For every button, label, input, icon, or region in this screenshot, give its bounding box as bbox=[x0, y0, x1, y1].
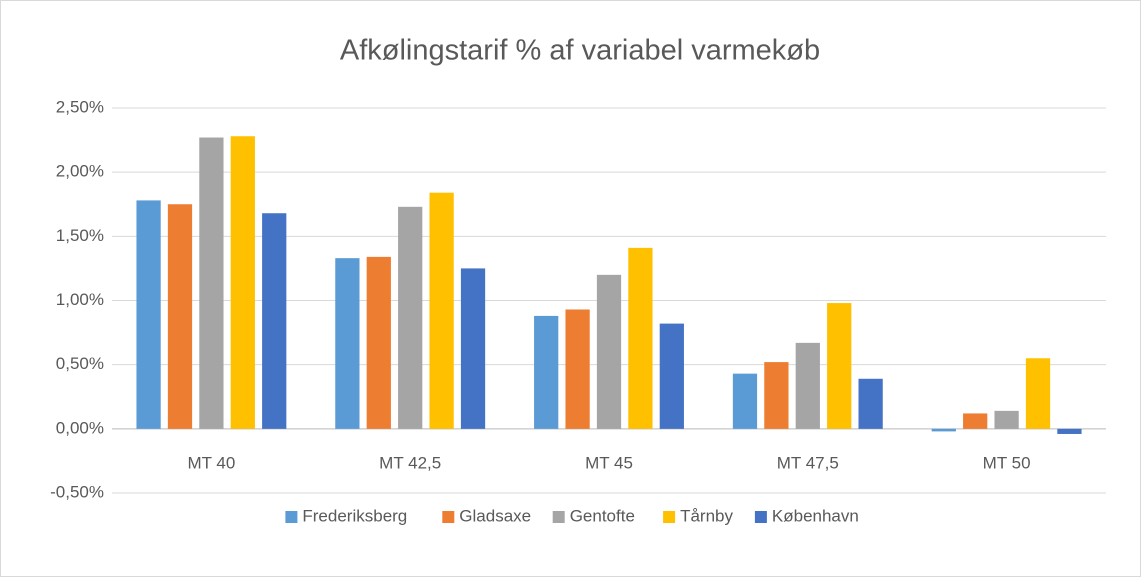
legend-label: Frederiksberg bbox=[302, 506, 407, 525]
x-tick-label: MT 40 bbox=[187, 453, 235, 472]
bar bbox=[963, 413, 988, 429]
bar bbox=[460, 268, 486, 429]
legend-swatch bbox=[285, 511, 298, 523]
bar bbox=[994, 410, 1019, 429]
bar bbox=[596, 274, 622, 429]
bar bbox=[262, 213, 287, 429]
x-tick-label: MT 47,5 bbox=[777, 453, 839, 472]
y-tick-label: 2,00% bbox=[56, 162, 104, 181]
bar bbox=[199, 137, 224, 429]
legend-swatch bbox=[754, 511, 767, 523]
bar bbox=[565, 309, 590, 429]
chart-title: Afkølingstarif % af variabel varmekøb bbox=[340, 35, 820, 67]
y-tick-label: 1,50% bbox=[56, 226, 104, 245]
y-tick-label: 2,50% bbox=[56, 97, 104, 116]
x-tick-label: MT 42,5 bbox=[379, 453, 441, 472]
bar bbox=[167, 204, 193, 429]
bar bbox=[764, 362, 789, 429]
legend-swatch bbox=[663, 511, 676, 523]
bar bbox=[335, 258, 360, 429]
y-tick-label: -0,50% bbox=[50, 482, 104, 501]
bar bbox=[858, 378, 883, 429]
y-tick-label: 0,00% bbox=[56, 418, 104, 437]
bar bbox=[827, 303, 852, 429]
legend-label: Tårnby bbox=[680, 506, 733, 525]
bar bbox=[931, 428, 956, 432]
y-tick-label: 0,50% bbox=[56, 354, 104, 373]
y-tick-label: 1,00% bbox=[56, 290, 104, 309]
bar bbox=[136, 200, 161, 429]
bar bbox=[230, 136, 255, 429]
bar bbox=[534, 315, 559, 429]
bar bbox=[659, 323, 684, 429]
bar bbox=[795, 342, 820, 429]
bar bbox=[732, 373, 758, 429]
bar bbox=[429, 192, 454, 429]
legend-label: Gladsaxe bbox=[459, 506, 531, 525]
bar bbox=[628, 247, 653, 429]
bar bbox=[1025, 358, 1051, 429]
bar bbox=[1057, 428, 1082, 434]
bar bbox=[366, 256, 391, 429]
legend-swatch bbox=[442, 511, 455, 523]
bar bbox=[398, 206, 423, 429]
legend-swatch bbox=[552, 511, 565, 523]
x-tick-label: MT 45 bbox=[585, 453, 633, 472]
legend-label: København bbox=[772, 506, 859, 525]
legend-label: Gentofte bbox=[570, 506, 635, 525]
x-tick-label: MT 50 bbox=[983, 453, 1031, 472]
